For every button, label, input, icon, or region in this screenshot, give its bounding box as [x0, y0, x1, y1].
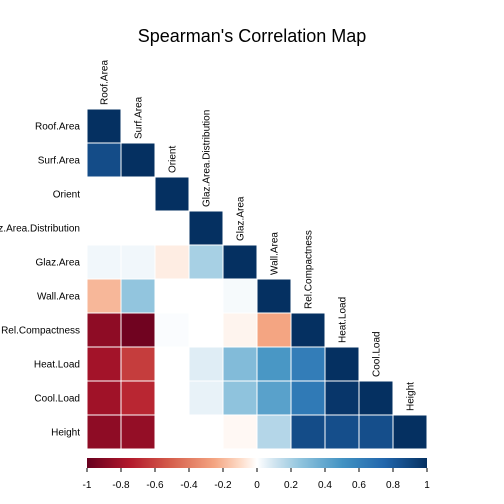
row-label-heat-load: Heat.Load: [34, 360, 80, 371]
row-label-wall-area: Wall.Area: [37, 292, 80, 303]
cell-heat-load-wall-area: [256, 346, 292, 382]
colorbar-tick-label: -0.4: [180, 480, 198, 491]
cell-heat-load-roof-area: [86, 346, 122, 382]
cell-height-surf-area: [120, 414, 156, 450]
column-label-rel-compactness: Rel.Compactness: [304, 230, 315, 309]
colorbar-tick-label: -0.8: [112, 480, 130, 491]
column-label-cool-load: Cool.Load: [372, 331, 383, 377]
row-label-orient: Orient: [53, 190, 80, 201]
chart-title: Spearman's Correlation Map: [138, 26, 367, 46]
colorbar-tick-label: 0.2: [284, 480, 298, 491]
cell-height-wall-area: [256, 414, 292, 450]
cell-cool-load-surf-area: [120, 380, 156, 416]
cell-cool-load-rel-compactness: [290, 380, 326, 416]
cell-rel-compactness-orient: [154, 312, 190, 348]
colorbar-tick-label: 0.8: [386, 480, 400, 491]
cell-orient-orient: [154, 176, 190, 212]
cell-wall-area-orient: [154, 278, 190, 314]
cell-height-glaz-area: [222, 414, 258, 450]
cell-glaz-area-roof-area: [86, 244, 122, 280]
cell-height-glaz-area-distribution: [188, 414, 224, 450]
cell-heat-load-glaz-area-distribution: [188, 346, 224, 382]
cell-rel-compactness-rel-compactness: [290, 312, 326, 348]
column-labels: Roof.Area Surf.Area Orient Glaz.Area.Distri…: [100, 60, 417, 411]
cell-rel-compactness-surf-area: [120, 312, 156, 348]
cell-glaz-area-surf-area: [120, 244, 156, 280]
colorbar-tick-label: 0.6: [352, 480, 366, 491]
row-label-glaz-area: Glaz.Area: [36, 258, 81, 269]
cell-rel-compactness-roof-area: [86, 312, 122, 348]
colorbar-tick-label: 1: [424, 480, 430, 491]
cell-rel-compactness-glaz-area: [222, 312, 258, 348]
colorbar-tick-label: -0.6: [146, 480, 164, 491]
column-label-wall-area: Wall.Area: [270, 232, 281, 275]
row-labels: Roof.Area Surf.Area Orient Glaz.Area.Distri…: [0, 122, 80, 439]
column-label-orient: Orient: [168, 146, 179, 173]
row-label-cool-load: Cool.Load: [34, 394, 80, 405]
cell-cool-load-cool-load: [358, 380, 394, 416]
colorbar-gradient: [87, 458, 427, 468]
cell-orient-roof-area: [86, 176, 122, 212]
cell-cool-load-wall-area: [256, 380, 292, 416]
cell-wall-area-roof-area: [86, 278, 122, 314]
colorbar-tick-label: 0: [254, 480, 260, 491]
cell-glaz-area-distribution-roof-area: [86, 210, 122, 246]
cell-heat-load-surf-area: [120, 346, 156, 382]
column-label-heat-load: Heat.Load: [338, 297, 349, 343]
cell-height-roof-area: [86, 414, 122, 450]
cell-glaz-area-glaz-area-distribution: [188, 244, 224, 280]
cell-cool-load-orient: [154, 380, 190, 416]
cell-height-cool-load: [358, 414, 394, 450]
cell-height-height: [392, 414, 428, 450]
column-label-surf-area: Surf.Area: [134, 96, 145, 139]
cell-height-heat-load: [324, 414, 360, 450]
cell-rel-compactness-wall-area: [256, 312, 292, 348]
cell-heat-load-rel-compactness: [290, 346, 326, 382]
cell-rel-compactness-glaz-area-distribution: [188, 312, 224, 348]
cell-cool-load-heat-load: [324, 380, 360, 416]
cell-cool-load-glaz-area: [222, 380, 258, 416]
cell-orient-surf-area: [120, 176, 156, 212]
column-label-glaz-area: Glaz.Area: [236, 196, 247, 241]
cell-glaz-area-orient: [154, 244, 190, 280]
cell-cool-load-glaz-area-distribution: [188, 380, 224, 416]
colorbar-tick-label: 0.4: [318, 480, 332, 491]
colorbar: -1 -0.8 -0.6 -0.4 -0.2 0 0.2 0.4 0.6 0.8 1: [83, 458, 430, 491]
cell-heat-load-heat-load: [324, 346, 360, 382]
row-label-glaz-area-distribution: Glaz.Area.Distribution: [0, 224, 80, 235]
cell-wall-area-surf-area: [120, 278, 156, 314]
heatmap-cells: [86, 108, 428, 450]
cell-wall-area-glaz-area: [222, 278, 258, 314]
cell-wall-area-glaz-area-distribution: [188, 278, 224, 314]
cell-heat-load-orient: [154, 346, 190, 382]
cell-surf-area-surf-area: [120, 142, 156, 178]
colorbar-tick-label: -0.2: [214, 480, 232, 491]
cell-surf-area-roof-area: [86, 142, 122, 178]
cell-heat-load-glaz-area: [222, 346, 258, 382]
column-label-roof-area: Roof.Area: [100, 60, 111, 105]
cell-cool-load-roof-area: [86, 380, 122, 416]
column-label-glaz-area-distribution: Glaz.Area.Distribution: [202, 110, 213, 207]
cell-glaz-area-distribution-glaz-area-distribution: [188, 210, 224, 246]
cell-height-orient: [154, 414, 190, 450]
row-label-rel-compactness: Rel.Compactness: [1, 326, 80, 337]
cell-glaz-area-glaz-area: [222, 244, 258, 280]
column-label-height: Height: [406, 382, 417, 411]
row-label-surf-area: Surf.Area: [38, 156, 81, 167]
cell-height-rel-compactness: [290, 414, 326, 450]
cell-wall-area-wall-area: [256, 278, 292, 314]
cell-roof-area-roof-area: [86, 108, 122, 144]
colorbar-tick-label: -1: [83, 480, 92, 491]
cell-glaz-area-distribution-surf-area: [120, 210, 156, 246]
cell-glaz-area-distribution-orient: [154, 210, 190, 246]
row-label-roof-area: Roof.Area: [35, 122, 80, 133]
row-label-height: Height: [51, 428, 80, 439]
